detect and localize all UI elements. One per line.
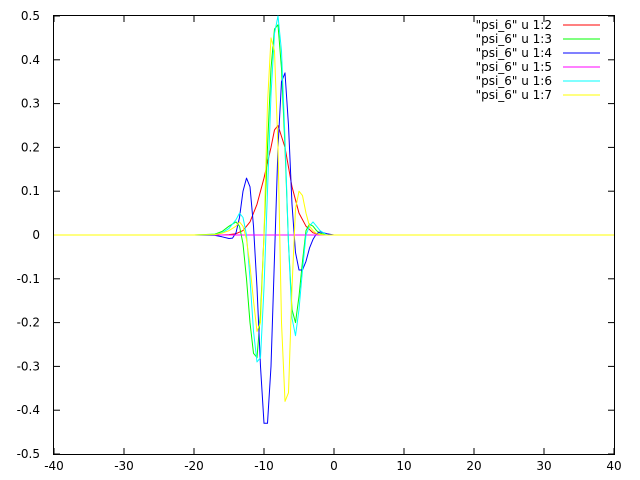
y-tick-label: 0.3 [21, 97, 40, 111]
legend-label: "psi_6" u 1:5 [476, 60, 552, 74]
y-tick-label: 0.4 [21, 53, 40, 67]
legend-label: "psi_6" u 1:3 [476, 32, 552, 46]
y-tick-label: -0.5 [17, 447, 40, 461]
tick-group: -40 -30 -20 -10 0 10 20 30 40 -0.5 -0.4 -0.3 -0.2 -0.… [17, 9, 622, 473]
x-tick-label: -40 [44, 459, 64, 473]
x-tick-label: -30 [114, 459, 134, 473]
y-tick-label: -0.2 [17, 316, 40, 330]
y-tick-label: 0.1 [21, 184, 40, 198]
x-tick-label: 10 [396, 459, 411, 473]
plot-frame [53, 15, 615, 455]
series-line-1 [54, 125, 614, 236]
legend-label: "psi_6" u 1:2 [476, 18, 552, 32]
x-tick-label: 40 [606, 459, 621, 473]
legend-label: "psi_6" u 1:4 [476, 46, 552, 60]
x-tick-label: 0 [330, 459, 338, 473]
series-line-5 [54, 15, 614, 363]
y-tick-label: -0.4 [17, 403, 40, 417]
x-tick-label: -10 [254, 459, 274, 473]
series-line-3 [54, 72, 614, 424]
y-tick-label: -0.1 [17, 272, 40, 286]
x-tick-label: 20 [466, 459, 481, 473]
x-tick-label: -20 [184, 459, 204, 473]
y-tick-label: -0.3 [17, 359, 40, 373]
y-tick-label: 0.2 [21, 140, 40, 154]
series-line-6 [54, 37, 614, 402]
series-group [54, 15, 614, 424]
x-tick-label: 30 [536, 459, 551, 473]
legend: "psi_6" u 1:2"psi_6" u 1:3"psi_6" u 1:4"… [476, 18, 600, 102]
y-tick-label: 0 [32, 228, 40, 242]
y-tick-label: 0.5 [21, 9, 40, 23]
legend-label: "psi_6" u 1:7 [476, 88, 552, 102]
legend-label: "psi_6" u 1:6 [476, 74, 552, 88]
